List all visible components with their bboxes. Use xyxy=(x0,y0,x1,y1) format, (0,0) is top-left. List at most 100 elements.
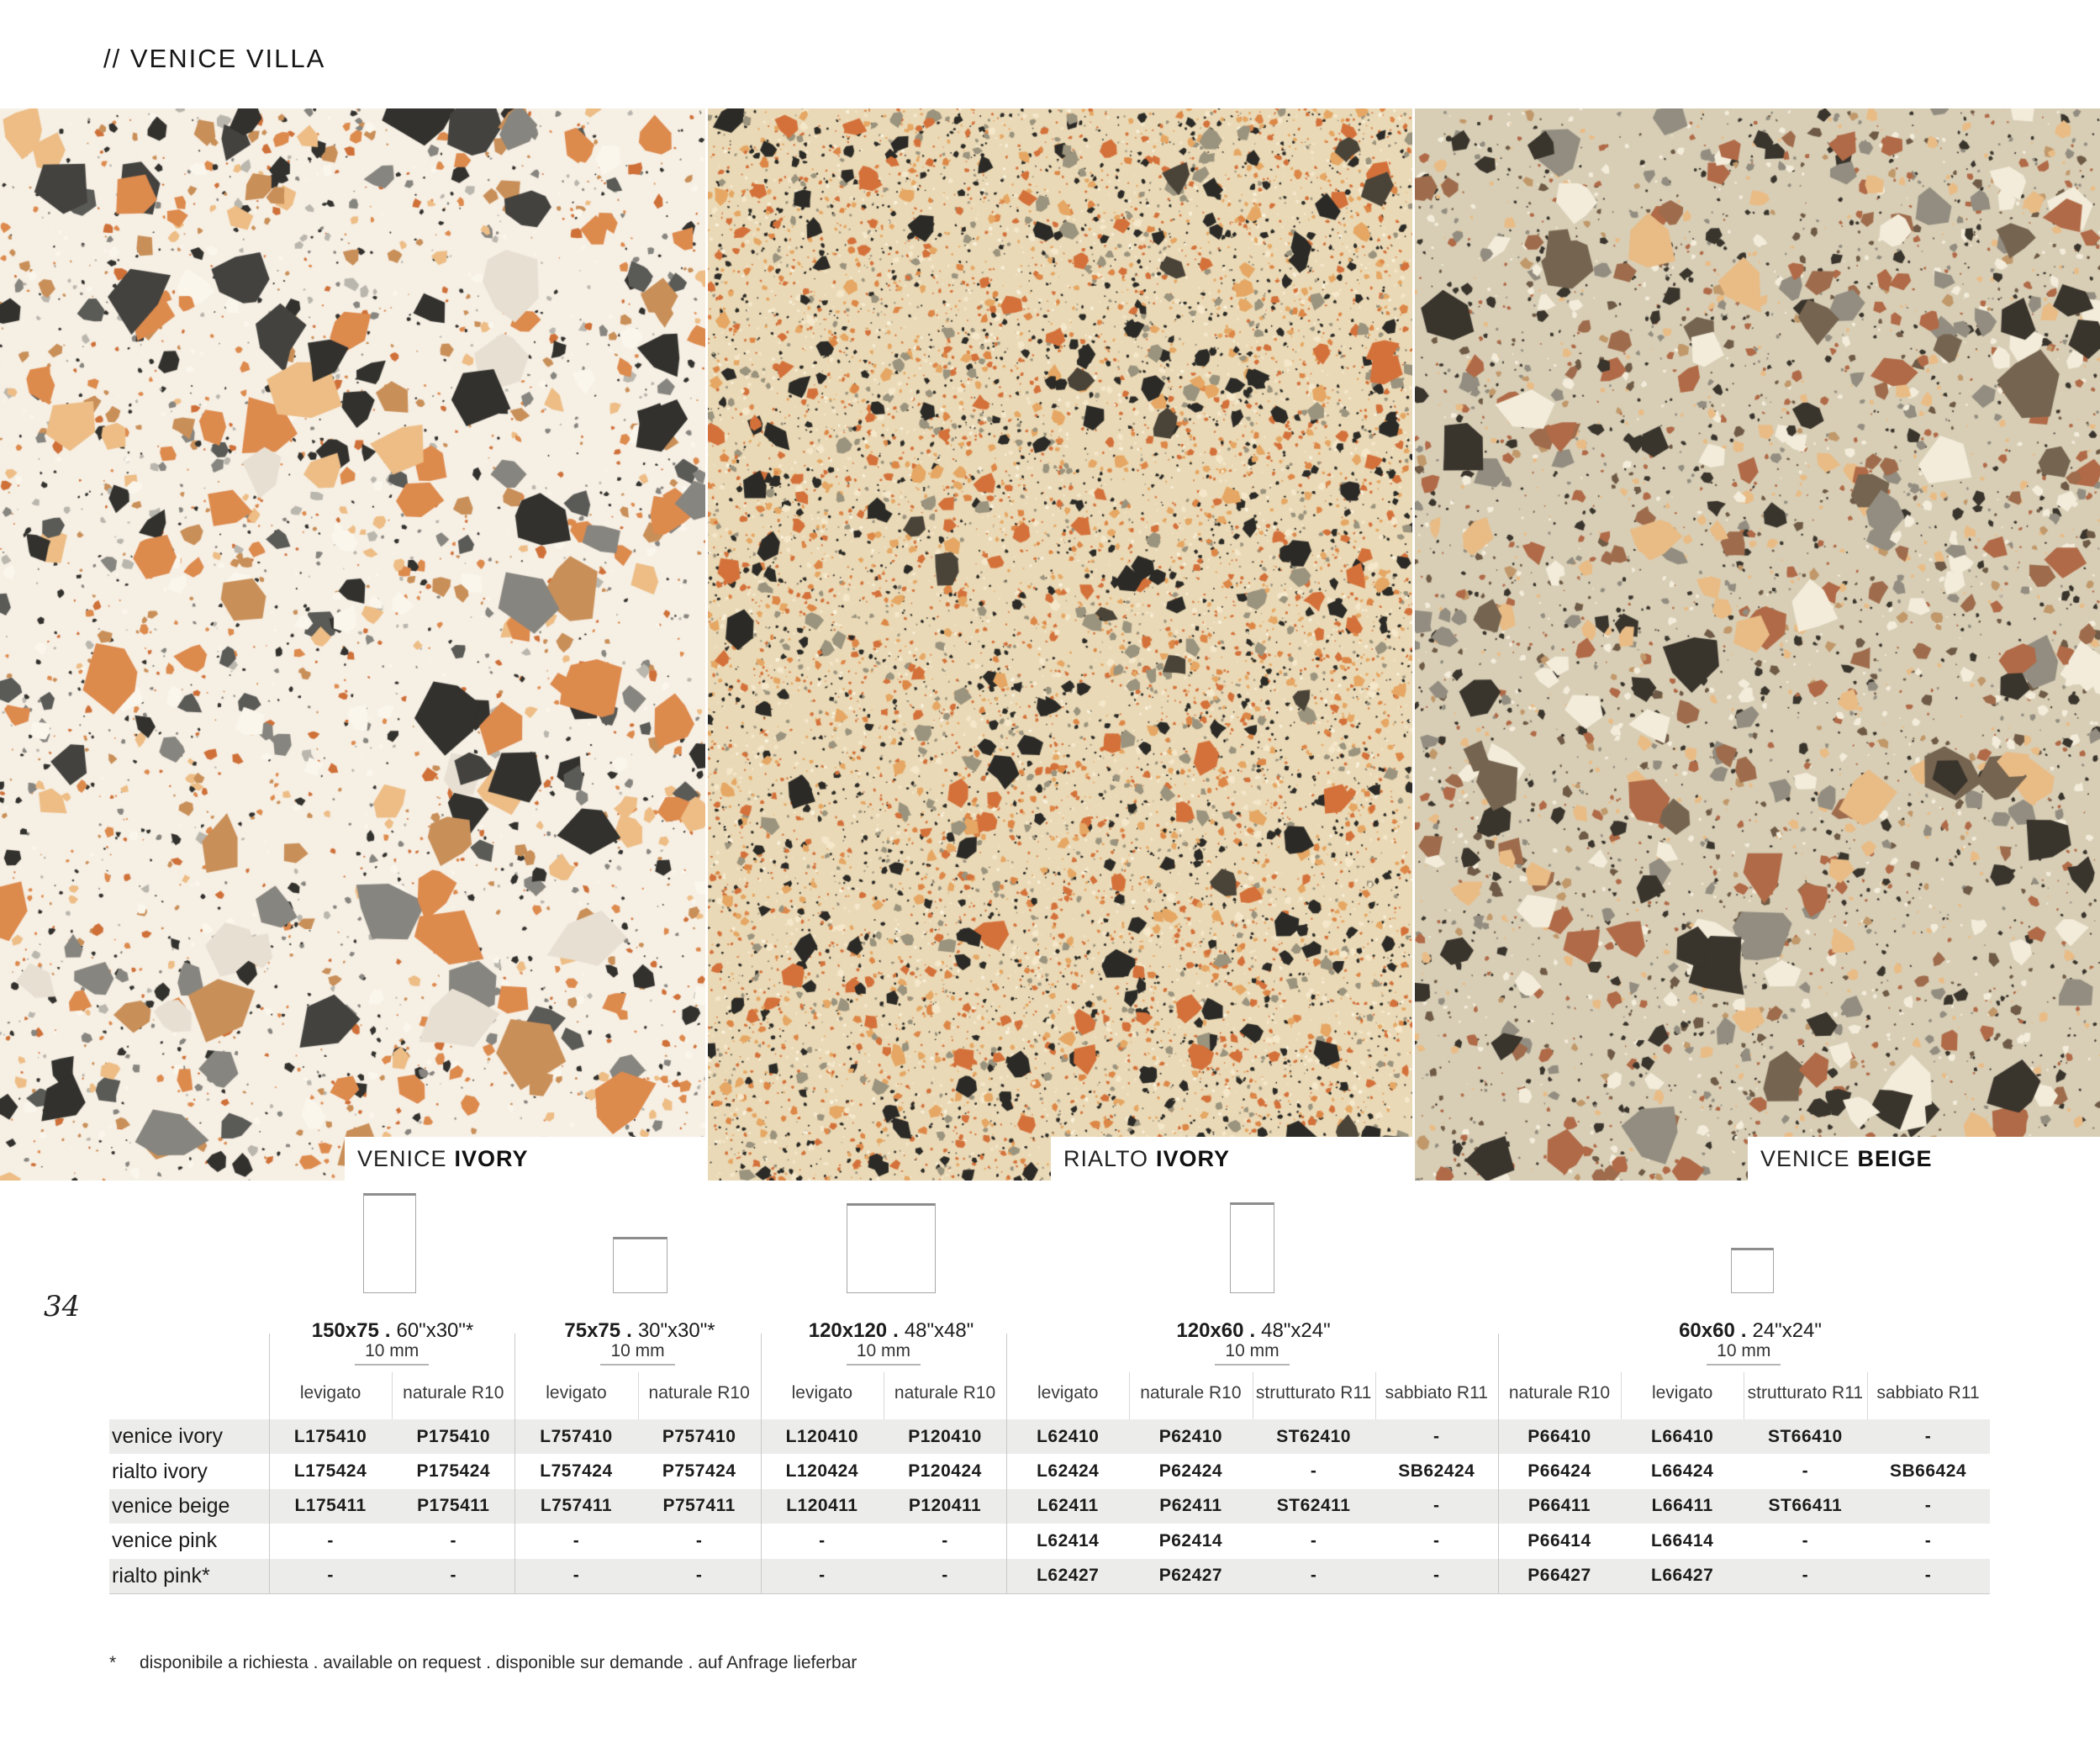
size-inch: 30"x30"* xyxy=(637,1319,715,1342)
product-code-cell: L120410 xyxy=(785,1426,859,1446)
product-code-cell: ST62411 xyxy=(1276,1496,1351,1516)
size-separator: . xyxy=(626,1319,632,1342)
product-code-cell: P66410 xyxy=(1528,1426,1591,1446)
product-code-cell: L757410 xyxy=(540,1426,613,1446)
size-cm: 120x120 xyxy=(808,1319,888,1342)
product-code-cell: L62424 xyxy=(1037,1461,1100,1482)
product-code-cell: - xyxy=(327,1566,334,1586)
product-code-cell: L175411 xyxy=(294,1496,367,1516)
page-title: // VENICE VILLA xyxy=(103,44,326,73)
rialto-ivory-swatch xyxy=(708,108,1412,1181)
product-code-cell: L66424 xyxy=(1651,1461,1714,1482)
finish-separator-line xyxy=(392,1372,393,1419)
row-label: venice ivory xyxy=(112,1424,223,1449)
product-code-cell: - xyxy=(572,1530,580,1550)
product-code-cell: L66414 xyxy=(1651,1530,1714,1550)
thickness-label: 10 mm xyxy=(1215,1341,1290,1366)
swatch-label-venice-ivory: VENICE IVORY xyxy=(345,1137,707,1181)
product-code-cell: - xyxy=(1802,1530,1809,1550)
table-bottom-rule xyxy=(109,1593,1990,1594)
group-separator-line xyxy=(514,1334,516,1593)
tile-size-icon-75x75 xyxy=(613,1237,667,1293)
product-code-cell: - xyxy=(1310,1566,1317,1586)
product-code-cell: - xyxy=(1802,1461,1809,1482)
product-code-cell: - xyxy=(1310,1461,1317,1482)
swatch-label-rialto-ivory: RIALTO IVORY xyxy=(1051,1137,1412,1181)
product-code-cell: P757424 xyxy=(662,1461,736,1482)
product-code-cell: P757411 xyxy=(662,1496,736,1516)
product-code-cell: L62414 xyxy=(1037,1530,1100,1550)
finish-separator-line xyxy=(637,1372,639,1419)
size-inch: 24"x24" xyxy=(1752,1319,1822,1342)
product-code-cell: - xyxy=(1433,1530,1440,1550)
finish-separator-line xyxy=(1621,1372,1622,1419)
row-label: rialto ivory xyxy=(112,1459,208,1483)
thickness-header: 10 mm xyxy=(514,1334,760,1367)
tile-size-icon-120x60 xyxy=(1230,1202,1274,1293)
finish-header: naturale R10 xyxy=(1508,1383,1611,1403)
series-name: VENICE xyxy=(357,1146,447,1171)
page-number: 34 xyxy=(44,1290,81,1323)
variant-name: IVORY xyxy=(454,1146,529,1171)
tile-size-icon-150x75 xyxy=(363,1193,416,1293)
product-code-cell: P66414 xyxy=(1528,1530,1591,1550)
finish-header: naturale R10 xyxy=(648,1383,750,1403)
product-code-cell: SB62424 xyxy=(1398,1461,1475,1482)
series-name: RIALTO xyxy=(1063,1146,1149,1171)
product-code-cell: P66424 xyxy=(1528,1461,1591,1482)
venice-beige-swatch xyxy=(1415,108,2100,1181)
thickness-header: 10 mm xyxy=(1006,1334,1498,1367)
product-code-cell: - xyxy=(1924,1496,1932,1516)
finish-header: sabbiato R11 xyxy=(1385,1383,1488,1403)
product-code-cell: P62410 xyxy=(1158,1426,1223,1446)
product-code-cell: L120411 xyxy=(786,1496,858,1516)
size-separator: . xyxy=(893,1319,899,1342)
product-code-cell: L120424 xyxy=(785,1461,859,1482)
size-inch: 60"x30"* xyxy=(396,1319,474,1342)
product-code-cell: L62411 xyxy=(1037,1496,1099,1516)
thickness-label: 10 mm xyxy=(1707,1341,1781,1366)
size-separator: . xyxy=(1740,1319,1747,1342)
size-cm: 150x75 xyxy=(311,1319,379,1342)
finish-header: sabbiato R11 xyxy=(1876,1383,1980,1403)
product-code-cell: P62427 xyxy=(1158,1566,1223,1586)
group-separator-line xyxy=(1498,1334,1499,1593)
product-code-cell: - xyxy=(572,1566,580,1586)
product-code-cell: - xyxy=(819,1530,826,1550)
finish-header: naturale R10 xyxy=(403,1383,504,1403)
product-code-cell: L66427 xyxy=(1651,1566,1714,1586)
finish-separator-line xyxy=(1866,1372,1868,1419)
finish-header: levigato xyxy=(299,1383,361,1403)
series-name: VENICE xyxy=(1760,1146,1850,1171)
size-caption-150x75: 150x75. 60"x30"* xyxy=(224,1317,561,1345)
product-code-cell: L175410 xyxy=(293,1426,367,1446)
thickness-label: 10 mm xyxy=(355,1341,430,1366)
finish-header: levigato xyxy=(1651,1383,1713,1403)
product-code-cell: P120410 xyxy=(908,1426,982,1446)
product-code-cell: P175424 xyxy=(416,1461,491,1482)
table-row-stripe xyxy=(109,1558,1990,1593)
product-code-cell: ST66410 xyxy=(1767,1426,1843,1446)
finish-separator-line xyxy=(1374,1372,1376,1419)
product-code-cell: - xyxy=(327,1530,334,1550)
product-code-cell: ST66411 xyxy=(1768,1496,1843,1516)
thickness-header: 10 mm xyxy=(761,1334,1006,1367)
size-inch: 48"x48" xyxy=(904,1319,974,1342)
product-code-cell: P62411 xyxy=(1159,1496,1222,1516)
product-code-cell: P120411 xyxy=(908,1496,982,1516)
thickness-label: 10 mm xyxy=(846,1341,921,1366)
finish-header: levigato xyxy=(546,1383,607,1403)
table-row-stripe xyxy=(109,1419,1990,1455)
finish-header: strutturato R11 xyxy=(1255,1383,1372,1403)
finish-header: strutturato R11 xyxy=(1747,1383,1864,1403)
size-separator: . xyxy=(1249,1319,1256,1342)
size-caption-60x60: 60x60. 24"x24" xyxy=(1582,1317,1918,1345)
product-code-cell: L175424 xyxy=(293,1461,367,1482)
group-separator-line xyxy=(1006,1334,1008,1593)
product-code-cell: P175410 xyxy=(416,1426,491,1446)
product-code-cell: - xyxy=(1924,1566,1932,1586)
size-inch: 48"x24" xyxy=(1261,1319,1331,1342)
finish-header: naturale R10 xyxy=(894,1383,996,1403)
thickness-label: 10 mm xyxy=(600,1341,675,1366)
